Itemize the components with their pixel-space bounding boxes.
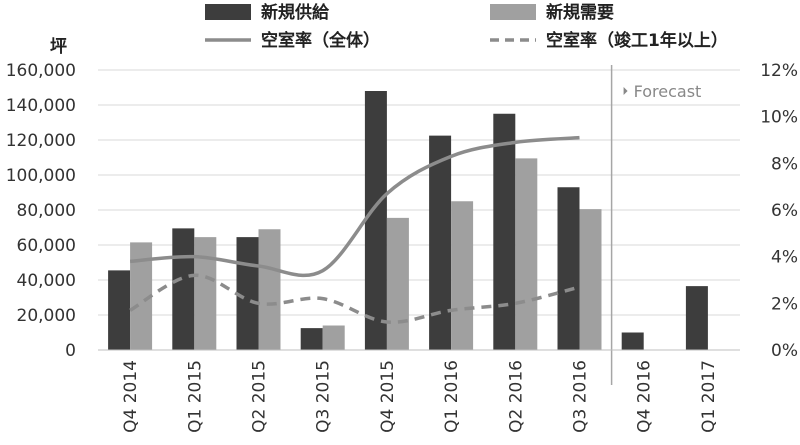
x-tick-label: Q4 2014 [121,360,141,433]
legend-label: 新規供給 [261,2,330,23]
legend-label: 空室率（竣工1年以上） [546,30,728,51]
bar-demand [258,229,281,350]
bar-supply [236,237,259,350]
vacancy-line-1yr [129,273,580,324]
y-left-tick-label: 140,000 [6,96,76,116]
forecast-arrow-icon [623,87,628,95]
y-right-tick-label: 8% [771,154,798,174]
lines [129,135,580,324]
y-left-tick-label: 0 [65,341,76,361]
bar-demand [386,217,409,350]
y-right-tick-label: 6% [771,201,798,221]
bar-supply [300,328,323,350]
bar-supply [557,187,580,350]
bars [108,91,708,350]
x-tick-label: Q1 2017 [699,360,719,433]
x-tick-label: Q3 2015 [314,360,334,433]
x-tick-label: Q3 2016 [571,360,591,433]
y-left-tick-label: 60,000 [17,236,76,256]
bar-supply [685,286,708,350]
bar-supply [364,91,387,350]
y-axis-unit: 坪 [50,37,67,57]
y-right-tick-label: 2% [771,294,798,314]
y-left-tick-label: 20,000 [17,306,76,326]
axes: 0 20,000 40,000 60,000 80,000 100,000 120,000 1… [6,61,798,433]
x-tick-label: Q4 2015 [378,360,398,433]
y-left-tick-label: 40,000 [17,271,76,291]
bar-demand [194,237,217,350]
legend-swatch [490,4,536,20]
x-tick-label: Q2 2015 [250,360,270,433]
bar-demand [579,209,602,350]
y-left-tick-label: 160,000 [6,61,76,81]
bar-demand [322,325,345,350]
y-right-tick-label: 10% [760,108,798,128]
x-tick-label: Q2 2016 [506,360,526,433]
x-tick-label: Q4 2016 [635,360,655,433]
legend-label: 空室率（全体） [261,30,380,51]
x-tick-label: Q1 2015 [185,360,205,433]
y-right-tick-label: 4% [771,248,798,268]
legend-swatch [205,4,251,20]
forecast-label: Forecast [634,82,702,101]
bar-demand [451,201,474,350]
bar-demand [515,158,538,350]
bar-supply [493,113,516,350]
x-tick-label: Q1 2016 [442,360,462,433]
bar-demand [130,242,153,350]
y-left-tick-label: 80,000 [17,201,76,221]
forecast-region: Forecast [610,65,702,385]
y-right-tick-label: 0% [771,341,798,361]
bar-supply [429,135,452,350]
y-right-tick-label: 12% [760,61,798,81]
vacancy-line-total [129,135,580,278]
y-left-tick-label: 120,000 [6,131,76,151]
bar-supply [108,270,131,350]
y-left-tick-label: 100,000 [6,166,76,186]
legend-label: 新規需要 [546,2,614,23]
bar-supply [621,332,644,350]
bar-supply [172,228,195,350]
